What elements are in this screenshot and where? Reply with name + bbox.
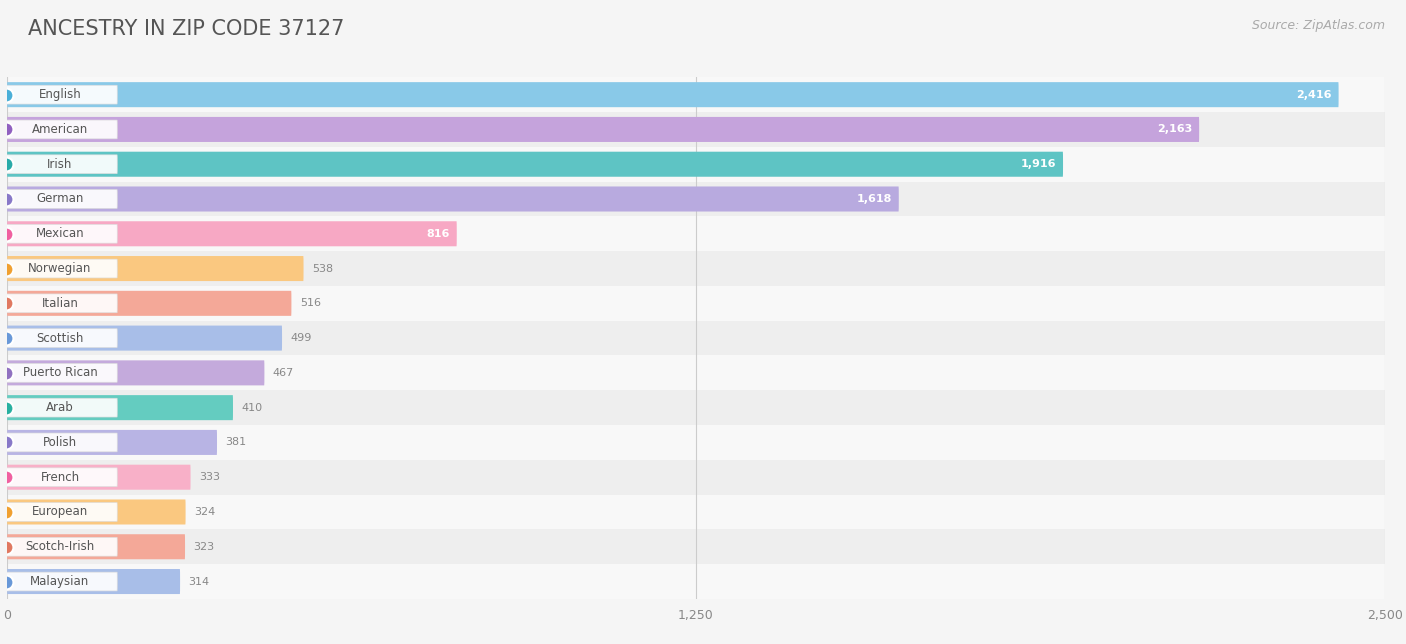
FancyBboxPatch shape [7, 216, 1385, 251]
FancyBboxPatch shape [7, 182, 1385, 216]
FancyBboxPatch shape [7, 500, 186, 524]
FancyBboxPatch shape [7, 529, 1385, 564]
FancyBboxPatch shape [3, 328, 117, 348]
Text: 467: 467 [273, 368, 294, 378]
FancyBboxPatch shape [7, 495, 1385, 529]
FancyBboxPatch shape [7, 112, 1385, 147]
FancyBboxPatch shape [3, 537, 117, 556]
Text: English: English [38, 88, 82, 101]
Text: Norwegian: Norwegian [28, 262, 91, 275]
Text: Irish: Irish [48, 158, 73, 171]
Text: 2,163: 2,163 [1157, 124, 1192, 135]
Text: 410: 410 [242, 402, 263, 413]
Text: 324: 324 [194, 507, 215, 517]
FancyBboxPatch shape [7, 355, 1385, 390]
FancyBboxPatch shape [7, 152, 1063, 176]
Text: 1,916: 1,916 [1021, 159, 1056, 169]
Text: Arab: Arab [46, 401, 75, 414]
FancyBboxPatch shape [7, 256, 304, 281]
FancyBboxPatch shape [7, 535, 186, 559]
Text: 2,416: 2,416 [1296, 90, 1331, 100]
FancyBboxPatch shape [7, 291, 291, 316]
FancyBboxPatch shape [7, 390, 1385, 425]
Text: Malaysian: Malaysian [31, 575, 90, 588]
FancyBboxPatch shape [7, 361, 264, 385]
FancyBboxPatch shape [3, 224, 117, 243]
FancyBboxPatch shape [7, 286, 1385, 321]
Text: 314: 314 [188, 576, 209, 587]
Text: ANCESTRY IN ZIP CODE 37127: ANCESTRY IN ZIP CODE 37127 [28, 19, 344, 39]
Text: 538: 538 [312, 263, 333, 274]
FancyBboxPatch shape [7, 569, 180, 594]
FancyBboxPatch shape [7, 564, 1385, 599]
Text: 333: 333 [198, 472, 219, 482]
FancyBboxPatch shape [3, 120, 117, 139]
Text: 516: 516 [299, 298, 321, 308]
Text: American: American [32, 123, 89, 136]
Text: 381: 381 [225, 437, 246, 448]
Text: Mexican: Mexican [35, 227, 84, 240]
Text: French: French [41, 471, 80, 484]
FancyBboxPatch shape [3, 155, 117, 174]
FancyBboxPatch shape [3, 398, 117, 417]
FancyBboxPatch shape [7, 465, 191, 489]
Text: Italian: Italian [42, 297, 79, 310]
Text: 1,618: 1,618 [856, 194, 893, 204]
FancyBboxPatch shape [7, 251, 1385, 286]
Text: Puerto Rican: Puerto Rican [22, 366, 97, 379]
Text: Scotch-Irish: Scotch-Irish [25, 540, 94, 553]
FancyBboxPatch shape [7, 425, 1385, 460]
FancyBboxPatch shape [3, 189, 117, 209]
Text: Source: ZipAtlas.com: Source: ZipAtlas.com [1251, 19, 1385, 32]
FancyBboxPatch shape [7, 460, 1385, 495]
FancyBboxPatch shape [3, 468, 117, 487]
Text: Scottish: Scottish [37, 332, 83, 345]
FancyBboxPatch shape [7, 326, 283, 350]
FancyBboxPatch shape [7, 321, 1385, 355]
FancyBboxPatch shape [3, 433, 117, 452]
FancyBboxPatch shape [3, 85, 117, 104]
Text: European: European [32, 506, 89, 518]
Text: German: German [37, 193, 83, 205]
FancyBboxPatch shape [3, 294, 117, 313]
FancyBboxPatch shape [7, 395, 233, 420]
FancyBboxPatch shape [3, 259, 117, 278]
FancyBboxPatch shape [7, 117, 1199, 142]
Text: 499: 499 [290, 333, 312, 343]
FancyBboxPatch shape [7, 222, 457, 246]
FancyBboxPatch shape [7, 77, 1385, 112]
FancyBboxPatch shape [7, 147, 1385, 182]
FancyBboxPatch shape [3, 363, 117, 383]
FancyBboxPatch shape [3, 502, 117, 522]
Text: 323: 323 [193, 542, 215, 552]
Text: Polish: Polish [42, 436, 77, 449]
FancyBboxPatch shape [7, 82, 1339, 107]
Text: 816: 816 [427, 229, 450, 239]
FancyBboxPatch shape [3, 572, 117, 591]
FancyBboxPatch shape [7, 187, 898, 211]
FancyBboxPatch shape [7, 430, 217, 455]
